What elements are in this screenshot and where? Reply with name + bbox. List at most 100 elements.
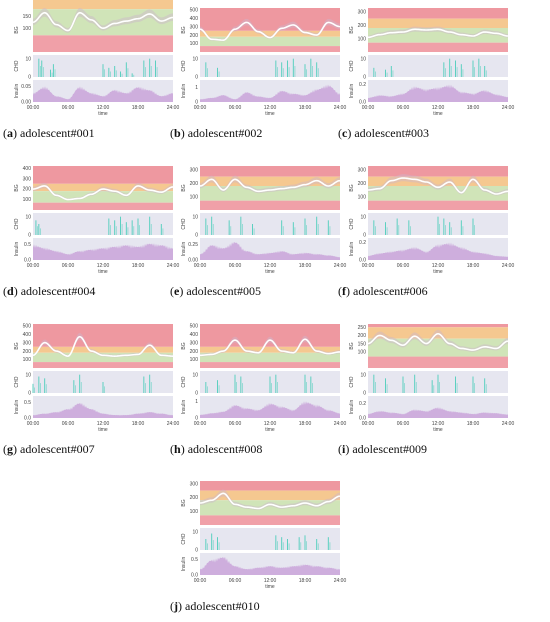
zone-hypo xyxy=(200,46,340,52)
cho-bar xyxy=(121,224,123,235)
bg-line-c xyxy=(367,28,509,39)
bg-band-h xyxy=(200,335,340,357)
cho-bar xyxy=(375,382,376,393)
zone-hyper xyxy=(200,166,340,177)
bg-line-e xyxy=(199,178,341,193)
time-tick-label: 24:00 xyxy=(502,263,515,269)
cho-plot-area xyxy=(368,55,508,77)
bg-line-a xyxy=(32,11,174,32)
bg-tick-label: 400 xyxy=(190,16,199,22)
bg-tick-label: 400 xyxy=(23,166,32,172)
cho-bar xyxy=(449,222,451,235)
insulin-axis-label: Insulin xyxy=(14,242,20,257)
bg-axis-label: BG xyxy=(14,26,20,33)
bg-tick-label: 300 xyxy=(23,340,32,346)
cho-tick-label: 10 xyxy=(192,56,198,62)
cho-bar xyxy=(385,222,386,235)
cho-plot-area xyxy=(33,213,173,235)
insulin-tick-label: 0.0 xyxy=(359,258,366,264)
insulin-tick-label: 0.5 xyxy=(24,400,31,406)
cho-bar xyxy=(312,383,313,393)
cho-bar xyxy=(115,226,117,235)
cho-axis-label: CHO xyxy=(14,376,20,387)
cho-bar xyxy=(445,68,446,77)
cho-bar xyxy=(437,374,439,393)
cho-bar xyxy=(212,540,214,550)
cho-bar xyxy=(460,220,462,235)
cho-tick-label: 0 xyxy=(28,233,31,239)
bg-tick-label: 300 xyxy=(358,10,367,16)
cho-bar xyxy=(108,67,110,77)
panel-caption: (g) adolescent#007 xyxy=(3,442,95,456)
time-tick-label: 00:00 xyxy=(194,263,207,269)
zone-target xyxy=(33,191,173,203)
cho-bar xyxy=(240,216,242,235)
cho-axis-label: CHO xyxy=(181,218,187,229)
cho-bar xyxy=(462,226,464,235)
cho-tick-label: 10 xyxy=(192,372,198,378)
time-axis-label: time xyxy=(433,269,443,275)
time-tick-label: 12:00 xyxy=(264,105,277,111)
bg-tick-label: 500 xyxy=(190,323,199,329)
zone-high xyxy=(200,490,340,501)
bg-tick-label: 100 xyxy=(358,36,367,42)
insulin-area-h xyxy=(200,401,340,418)
cho-bar xyxy=(317,224,319,235)
zone-target xyxy=(200,36,340,47)
cho-bar xyxy=(242,224,243,235)
cho-bar xyxy=(133,74,135,77)
cho-bar xyxy=(282,226,284,235)
cho-bar xyxy=(115,70,117,77)
cho-bar xyxy=(386,384,388,393)
insulin-tick-label: 0.2 xyxy=(359,401,366,407)
bg-tick-label: 100 xyxy=(23,197,32,203)
cho-bar xyxy=(149,58,151,77)
time-tick-label: 24:00 xyxy=(502,105,515,111)
cho-bar xyxy=(455,60,456,77)
panel-d: 100 200 300 400 BG 0 10 CHO 0.0 0.5 Insulin 00:00 06… xyxy=(3,166,179,298)
time-tick-label: 18:00 xyxy=(467,105,480,111)
time-tick-label: 24:00 xyxy=(334,578,347,584)
cho-tick-label: 10 xyxy=(360,372,366,378)
cho-bar xyxy=(300,542,302,550)
cho-bar xyxy=(456,67,458,77)
cho-tick-label: 0 xyxy=(195,548,198,554)
bg-tick-label: 500 xyxy=(190,7,199,13)
cho-tick-label: 0 xyxy=(28,391,31,397)
cho-bar xyxy=(282,542,284,550)
cho-bar xyxy=(143,60,145,77)
bg-line-g xyxy=(32,335,174,357)
insulin-tick-label: 0.0 xyxy=(24,258,31,264)
time-axis-label: time xyxy=(265,427,275,433)
insulin-tick-label: 0.5 xyxy=(24,242,31,248)
insulin-area-a xyxy=(33,86,173,102)
cho-bar xyxy=(415,382,417,393)
cho-tick-label: 0 xyxy=(28,75,31,81)
zone-hypo xyxy=(33,362,173,368)
time-axis-label: time xyxy=(98,111,108,117)
cho-bar xyxy=(316,216,318,235)
insulin-axis-label: Insulin xyxy=(349,242,355,257)
zone-target xyxy=(200,352,340,363)
insulin-tick-label: 0.5 xyxy=(191,557,198,563)
cho-bar xyxy=(439,382,440,393)
cho-bar xyxy=(137,218,139,235)
time-tick-label: 00:00 xyxy=(194,105,207,111)
cho-bar xyxy=(162,228,164,235)
panel-caption: (h) adolescent#008 xyxy=(170,442,262,456)
cho-bar xyxy=(40,66,41,77)
bg-tick-label: 300 xyxy=(190,24,199,30)
bg-tick-label: 500 xyxy=(23,323,32,329)
time-tick-label: 06:00 xyxy=(397,105,410,111)
cho-bar xyxy=(73,380,75,393)
zone-hyper xyxy=(33,324,173,347)
time-tick-label: 18:00 xyxy=(299,105,312,111)
cho-axis-label: CHO xyxy=(14,218,20,229)
zone-hypo xyxy=(368,200,508,210)
cho-bar xyxy=(44,378,46,393)
cho-bar xyxy=(32,383,34,393)
bg-tick-label: 250 xyxy=(358,325,367,331)
cho-bar xyxy=(34,387,35,393)
zone-hypo xyxy=(368,42,508,52)
